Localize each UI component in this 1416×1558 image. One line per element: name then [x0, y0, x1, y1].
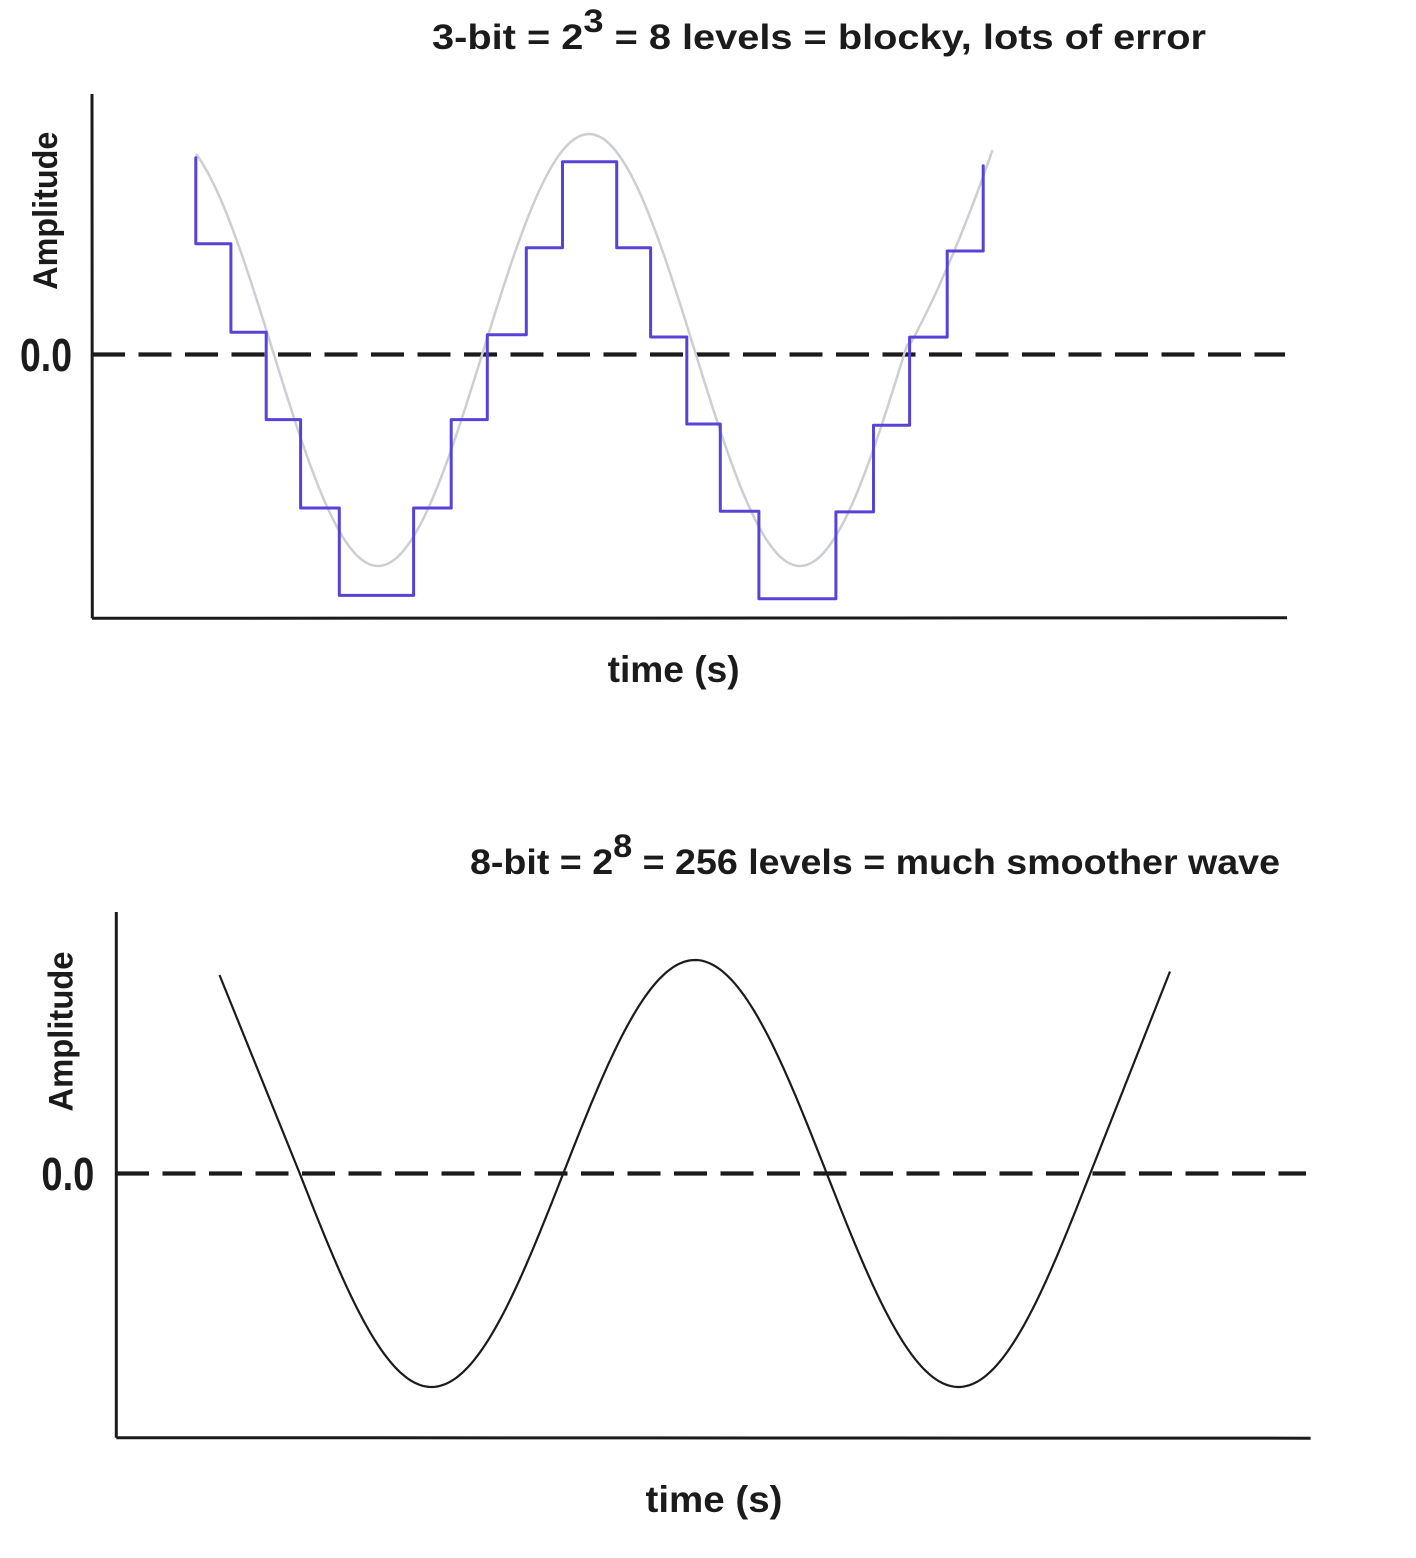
- svg-text:0.0: 0.0: [41, 1148, 94, 1200]
- svg-text:time (s): time (s): [608, 649, 740, 690]
- svg-text:Amplitude: Amplitude: [27, 132, 65, 290]
- svg-text:Amplitude: Amplitude: [43, 952, 81, 1112]
- svg-text:0.0: 0.0: [20, 329, 72, 381]
- svg-text:time (s): time (s): [646, 1479, 783, 1520]
